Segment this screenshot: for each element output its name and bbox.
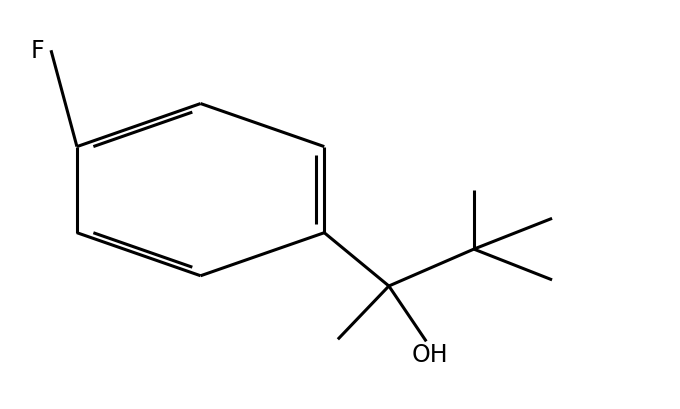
Text: F: F xyxy=(31,39,44,63)
Text: OH: OH xyxy=(411,342,448,366)
